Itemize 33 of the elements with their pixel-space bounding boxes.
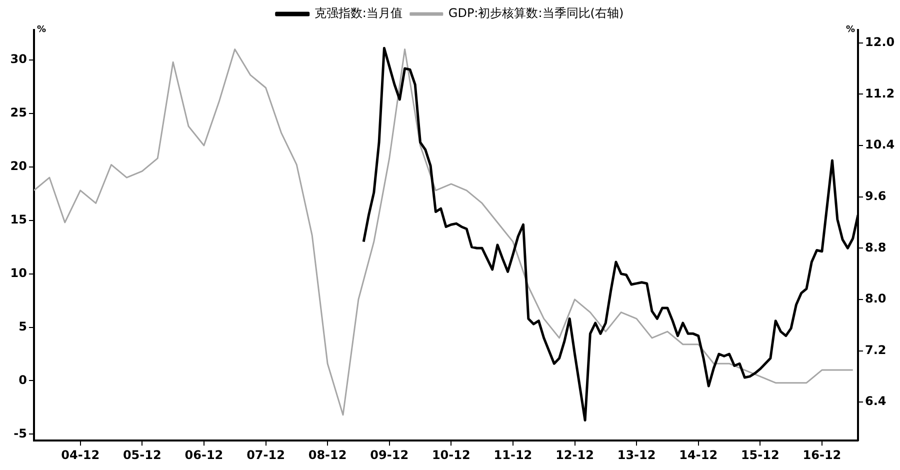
x-tick-label: 11-12: [494, 448, 532, 462]
y2-tick-label: 7.2: [865, 342, 886, 357]
x-tick-label: 15-12: [740, 448, 780, 462]
y-tick-label: 25: [10, 106, 27, 120]
y-tick-label: 5: [18, 319, 27, 334]
y-tick-label: 10: [10, 266, 27, 280]
y-tick-label: -5: [14, 426, 27, 440]
y2-tick-label: 11.2: [865, 86, 895, 100]
x-tick-label: 14-12: [679, 448, 718, 462]
legend-label: GDP:初步核算数:当季同比(右轴): [448, 6, 624, 20]
y-tick-label: 20: [10, 158, 27, 173]
y2-axis-title: %: [846, 24, 855, 35]
x-tick-label: 05-12: [122, 448, 162, 462]
legend-label: 克强指数:当月值: [314, 6, 402, 20]
y2-tick-label: 9.6: [865, 188, 886, 203]
x-tick-label: 10-12: [432, 448, 470, 462]
y2-tick-label: 8.0: [865, 292, 886, 306]
y2-tick-label: 12.0: [865, 34, 895, 49]
x-tick-label: 13-12: [617, 448, 656, 462]
y2-tick-label: 10.4: [865, 138, 895, 152]
y-tick-label: 0: [18, 372, 27, 387]
y-tick-label: 30: [10, 52, 27, 66]
x-tick-label: 16-12: [802, 448, 842, 462]
y-axis-title: %: [37, 24, 46, 35]
x-tick-label: 04-12: [61, 448, 100, 462]
y2-tick-label: 6.4: [865, 394, 886, 408]
y-tick-label: 15: [10, 212, 27, 226]
x-tick-label: 08-12: [308, 448, 347, 462]
x-tick-label: 09-12: [370, 448, 409, 462]
x-tick-label: 07-12: [246, 448, 285, 462]
y2-tick-label: 8.8: [865, 240, 886, 254]
x-tick-label: 06-12: [184, 448, 224, 462]
x-tick-label: 12-12: [556, 448, 594, 462]
